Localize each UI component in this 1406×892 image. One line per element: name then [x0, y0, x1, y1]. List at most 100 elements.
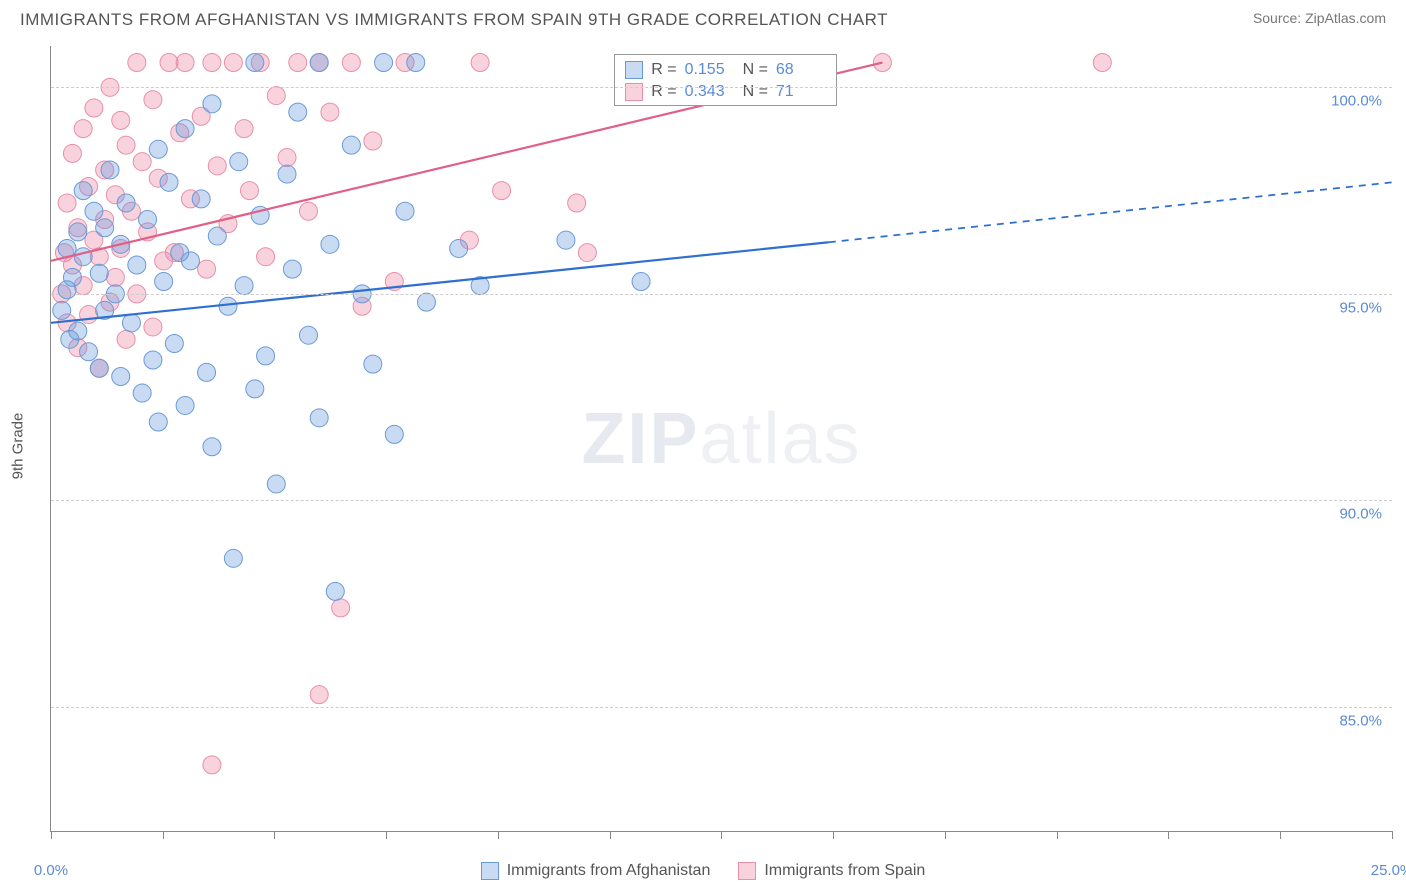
scatter-point [283, 260, 301, 278]
scatter-point [90, 359, 108, 377]
scatter-point [289, 103, 307, 121]
scatter-point [364, 132, 382, 150]
scatter-point [219, 297, 237, 315]
scatter-point [396, 202, 414, 220]
x-tick [163, 831, 164, 839]
scatter-point [117, 330, 135, 348]
scatter-point [417, 293, 435, 311]
n-label: N = [743, 59, 768, 81]
scatter-point [632, 273, 650, 291]
scatter-point [310, 54, 328, 72]
scatter-point [58, 194, 76, 212]
scatter-point [326, 582, 344, 600]
n-value: 71 [776, 81, 826, 103]
scatter-point [235, 277, 253, 295]
scatter-point [198, 260, 216, 278]
scatter-point [149, 413, 167, 431]
scatter-point [117, 136, 135, 154]
x-tick [1392, 831, 1393, 839]
scatter-point [208, 227, 226, 245]
scatter-point [198, 363, 216, 381]
y-tick-label: 90.0% [1339, 506, 1382, 523]
scatter-point [74, 120, 92, 138]
r-value: 0.155 [685, 59, 735, 81]
gridline [51, 500, 1392, 501]
legend-label: Immigrants from Afghanistan [507, 862, 711, 880]
scatter-point [299, 202, 317, 220]
r-label: R = [651, 59, 676, 81]
scatter-point [85, 202, 103, 220]
scatter-point [144, 91, 162, 109]
x-tick [1280, 831, 1281, 839]
scatter-point [165, 334, 183, 352]
scatter-point [112, 111, 130, 129]
source-prefix: Source: [1253, 10, 1305, 26]
scatter-point [122, 314, 140, 332]
scatter-point [246, 380, 264, 398]
x-tick [386, 831, 387, 839]
legend-item: Immigrants from Spain [738, 862, 925, 880]
scatter-point [342, 54, 360, 72]
scatter-point [257, 248, 275, 266]
legend-stats-box: R =0.155N =68R =0.343N =71 [614, 54, 837, 106]
y-tick-label: 85.0% [1339, 713, 1382, 730]
scatter-point [342, 136, 360, 154]
scatter-point [1093, 54, 1111, 72]
legend-swatch [625, 83, 643, 101]
scatter-point [149, 140, 167, 158]
scatter-point [63, 268, 81, 286]
scatter-point [321, 103, 339, 121]
scatter-point [144, 351, 162, 369]
scatter-point [203, 95, 221, 113]
x-tick [51, 831, 52, 839]
y-tick-label: 95.0% [1339, 299, 1382, 316]
scatter-point [332, 599, 350, 617]
x-tick [1057, 831, 1058, 839]
x-tick [274, 831, 275, 839]
legend-swatch [481, 862, 499, 880]
scatter-point [321, 235, 339, 253]
scatter-point [80, 343, 98, 361]
legend-label: Immigrants from Spain [764, 862, 925, 880]
n-label: N = [743, 81, 768, 103]
gridline [51, 707, 1392, 708]
scatter-point [278, 149, 296, 167]
scatter-point [364, 355, 382, 373]
scatter-point [101, 161, 119, 179]
scatter-point [267, 475, 285, 493]
scatter-point [139, 211, 157, 229]
scatter-point [160, 54, 178, 72]
scatter-point [133, 384, 151, 402]
scatter-point [493, 182, 511, 200]
scatter-point [224, 549, 242, 567]
scatter-point [310, 686, 328, 704]
x-tick [833, 831, 834, 839]
x-tick [721, 831, 722, 839]
x-tick [498, 831, 499, 839]
scatter-point [176, 396, 194, 414]
scatter-point [407, 54, 425, 72]
chart-title: IMMIGRANTS FROM AFGHANISTAN VS IMMIGRANT… [20, 10, 888, 30]
gridline [51, 87, 1392, 88]
scatter-point [278, 165, 296, 183]
chart-svg [51, 46, 1392, 831]
scatter-point [267, 87, 285, 105]
plot-area: ZIPatlas R =0.155N =68R =0.343N =71 85.0… [50, 46, 1392, 832]
scatter-point [69, 322, 87, 340]
scatter-point [230, 153, 248, 171]
scatter-point [80, 306, 98, 324]
scatter-point [289, 54, 307, 72]
scatter-point [310, 409, 328, 427]
scatter-point [106, 268, 124, 286]
scatter-point [257, 347, 275, 365]
scatter-point [74, 182, 92, 200]
scatter-point [160, 173, 178, 191]
scatter-point [375, 54, 393, 72]
legend-item: Immigrants from Afghanistan [481, 862, 711, 880]
scatter-point [69, 223, 87, 241]
source-link[interactable]: ZipAtlas.com [1305, 10, 1386, 26]
scatter-point [85, 99, 103, 117]
scatter-point [90, 264, 108, 282]
legend-swatch [625, 61, 643, 79]
x-tick [610, 831, 611, 839]
